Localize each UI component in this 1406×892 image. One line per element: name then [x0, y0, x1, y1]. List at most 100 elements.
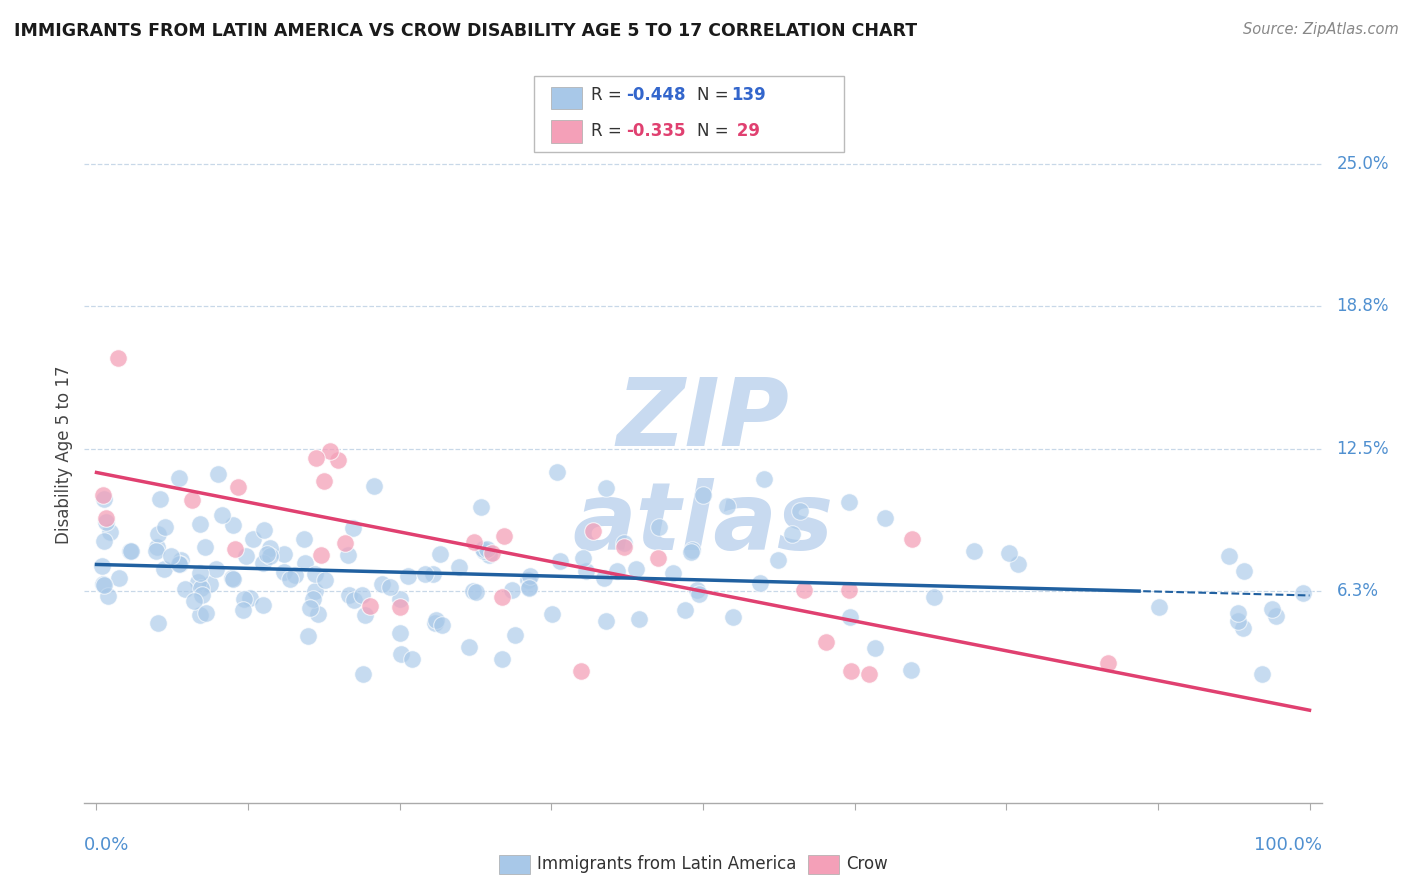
Point — [121, 544, 143, 558]
Point — [1097, 656, 1119, 670]
Point — [517, 580, 540, 594]
Point — [575, 564, 598, 578]
Point — [463, 583, 485, 598]
Text: 139: 139 — [731, 87, 766, 104]
Point — [1265, 609, 1288, 624]
Point — [339, 589, 361, 603]
Point — [169, 557, 191, 571]
Point — [592, 571, 614, 585]
Point — [519, 569, 541, 583]
Point — [900, 532, 922, 546]
Point — [873, 510, 896, 524]
Point — [191, 588, 214, 602]
Point — [194, 540, 217, 554]
Point — [98, 524, 121, 539]
Text: 0.0%: 0.0% — [84, 836, 129, 855]
Point — [430, 617, 453, 632]
Point — [491, 652, 513, 666]
Point — [613, 536, 636, 550]
Point — [673, 603, 696, 617]
Point — [1218, 549, 1240, 563]
Point — [252, 556, 274, 570]
Point — [359, 599, 381, 614]
Point — [517, 573, 540, 587]
Point — [292, 532, 315, 546]
Point — [342, 593, 364, 607]
Point — [748, 576, 770, 591]
Point — [149, 491, 172, 506]
Point — [304, 567, 326, 582]
Text: N =: N = — [697, 122, 734, 140]
Point — [458, 640, 481, 654]
Point — [273, 547, 295, 561]
Point — [679, 545, 702, 559]
Point — [389, 592, 412, 607]
Point — [188, 517, 211, 532]
Point — [167, 471, 190, 485]
Point — [1227, 606, 1250, 620]
Point — [273, 565, 295, 579]
Point — [188, 566, 211, 580]
Point — [371, 576, 394, 591]
Point — [118, 544, 141, 558]
Text: Source: ZipAtlas.com: Source: ZipAtlas.com — [1243, 22, 1399, 37]
Text: 100.0%: 100.0% — [1254, 836, 1322, 855]
Point — [716, 500, 738, 514]
Point — [752, 472, 775, 486]
Point — [624, 562, 647, 576]
Point — [648, 520, 671, 534]
Point — [472, 544, 495, 558]
Point — [242, 533, 264, 547]
Point — [91, 488, 114, 502]
Point — [96, 510, 118, 524]
Point — [572, 551, 595, 566]
Point — [297, 628, 319, 642]
Point — [153, 520, 176, 534]
Point — [662, 566, 685, 580]
Point — [93, 578, 115, 592]
Point — [517, 582, 540, 596]
Point — [692, 488, 714, 502]
Text: 6.3%: 6.3% — [1337, 582, 1378, 599]
Point — [97, 589, 120, 603]
Point — [401, 652, 423, 666]
Point — [198, 576, 221, 591]
Point — [613, 540, 636, 554]
Point — [235, 549, 257, 564]
Point — [1291, 586, 1313, 600]
Point — [221, 573, 243, 587]
Point — [188, 608, 211, 623]
Point — [173, 582, 195, 597]
Point — [353, 667, 375, 681]
Point — [389, 626, 412, 640]
Point — [228, 479, 250, 493]
Point — [294, 556, 316, 570]
Point — [195, 606, 218, 620]
Point — [1232, 621, 1254, 635]
Point — [190, 582, 212, 596]
Point — [107, 351, 129, 365]
Text: R =: R = — [591, 122, 627, 140]
Point — [301, 591, 323, 606]
Point — [681, 543, 703, 558]
Point — [721, 610, 744, 624]
Point — [789, 504, 811, 518]
Point — [491, 590, 513, 604]
Point — [170, 553, 193, 567]
Point — [233, 592, 256, 607]
Point — [494, 529, 516, 543]
Point — [1250, 666, 1272, 681]
Point — [187, 575, 209, 590]
Point — [304, 583, 326, 598]
Point — [628, 612, 651, 626]
Point — [256, 548, 278, 562]
Point — [232, 603, 254, 617]
Text: IMMIGRANTS FROM LATIN AMERICA VS CROW DISABILITY AGE 5 TO 17 CORRELATION CHART: IMMIGRANTS FROM LATIN AMERICA VS CROW DI… — [14, 22, 917, 40]
Point — [1226, 614, 1249, 628]
Point — [342, 521, 364, 535]
Point — [463, 534, 485, 549]
Point — [1232, 564, 1254, 578]
Point — [145, 543, 167, 558]
Point — [900, 664, 922, 678]
Point — [582, 524, 605, 538]
